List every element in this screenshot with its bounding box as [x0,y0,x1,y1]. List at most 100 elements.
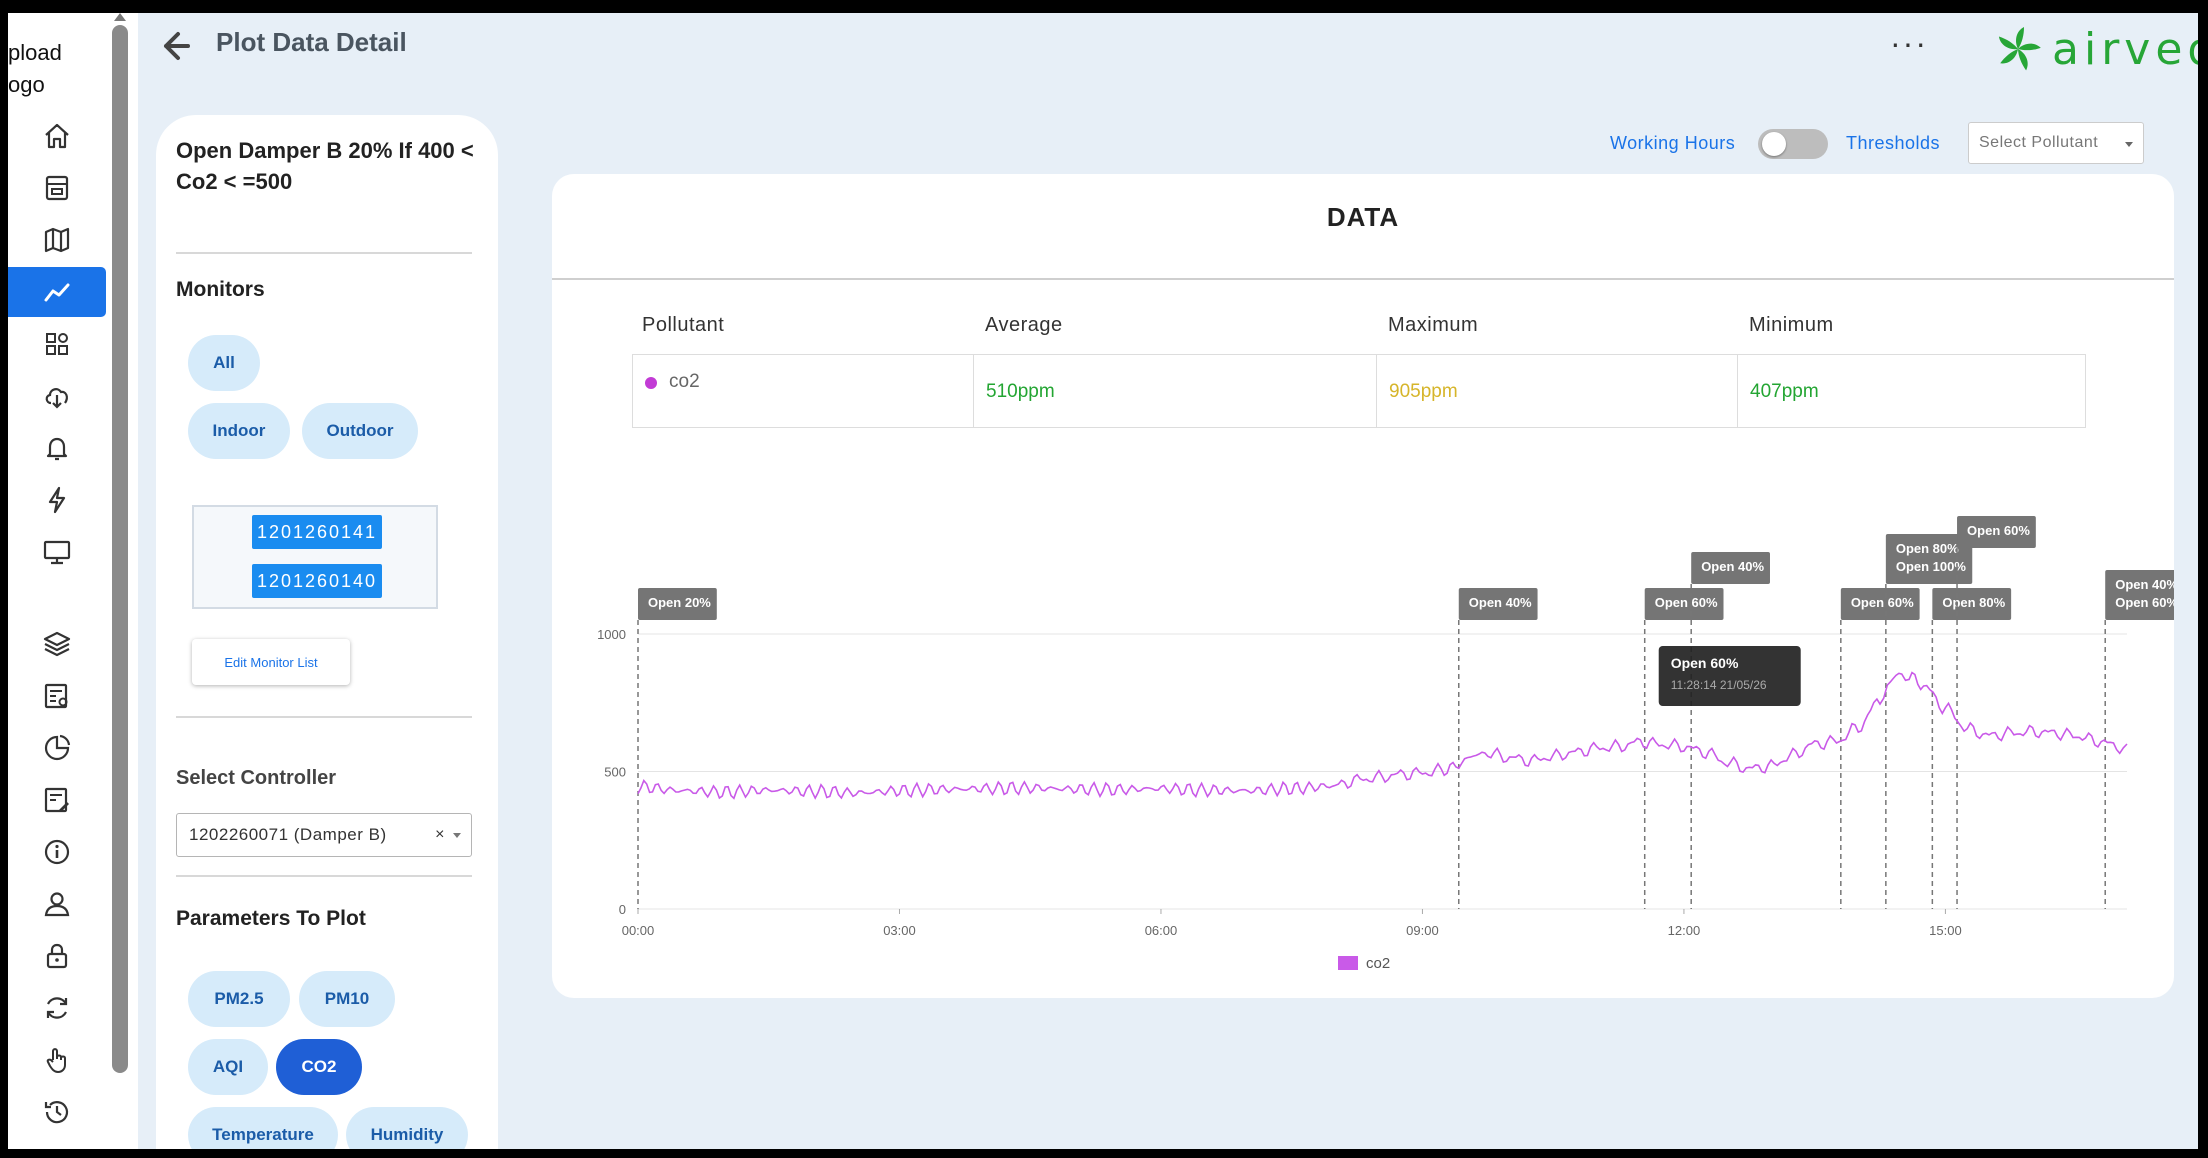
map-icon [44,227,70,253]
airveda-logo: airveda [1992,23,2198,75]
divider [176,716,472,718]
param-co2-label: CO2 [301,1057,337,1076]
x-tick-label: 09:00 [1406,923,1439,938]
chevron-down-icon[interactable] [453,833,461,838]
data-card: DATA Pollutant Average Maximum Minimum c… [552,174,2174,998]
sidebar-item-pie-chart[interactable] [8,723,106,773]
monitor-chip[interactable]: 1201260141 [252,515,382,549]
sidebar-item-layers[interactable] [8,619,106,669]
monitor-chip[interactable]: 1201260140 [252,564,382,598]
edit-monitor-list-button[interactable]: Edit Monitor List [192,639,350,685]
select-pollutant-dropdown[interactable]: Select Pollutant [1968,122,2144,164]
filter-indoor-label: Indoor [212,421,266,440]
upload-logo-line-2: ogo [8,72,45,97]
divider [176,875,472,877]
marker-label: Open 40% [1469,595,1532,610]
marker-box [1932,588,2012,620]
sidebar-item-bell[interactable] [8,423,106,473]
thresholds-link[interactable]: Thresholds [1846,133,1941,153]
upload-logo-line-1: pload [8,40,62,65]
filter-indoor-button[interactable]: Indoor [188,403,290,459]
filter-outdoor-button[interactable]: Outdoor [302,403,418,459]
sidebar-item-info[interactable] [8,827,106,877]
controller-value: 1202260071 (Damper B) [189,825,387,844]
sidebar-item-cloud-download[interactable] [8,371,106,421]
sidebar-item-devices[interactable] [8,319,106,369]
tooltip-subtitle: 11:28:14 21/05/26 [1671,678,1767,692]
sidebar-item-user[interactable] [8,879,106,929]
cell-maximum: 905ppm [1377,355,1738,427]
co2-line-chart[interactable]: 0 500 1000 00:00 03:00 06:00 09:00 12:00 15:00 Op… [552,174,2174,998]
col-header-average: Average [985,314,1063,336]
col-header-pollutant: Pollutant [642,314,725,336]
more-options-icon[interactable]: ··· [1890,25,1928,61]
touch-icon [46,1048,66,1073]
marker-label: Open 60% [1851,595,1914,610]
working-hours-toggle[interactable] [1758,129,1828,159]
sidebar-item-map[interactable] [8,215,106,265]
marker-label: Open 60% [1967,523,2030,538]
y-tick-label: 1000 [597,627,626,642]
x-tick-label: 03:00 [883,923,916,938]
controller-select[interactable]: 1202260071 (Damper B) × [176,813,472,857]
legend-label: co2 [1366,955,1390,972]
history-icon [44,1101,69,1124]
param-pm10-button[interactable]: PM10 [299,971,395,1027]
sidebar-item-lock[interactable] [8,931,106,981]
marker-label: Open 60% [2115,595,2174,610]
sidebar-item-report-edit[interactable] [8,775,106,825]
report-settings-icon [44,683,68,709]
select-controller-label: Select Controller [176,767,337,789]
home-icon [45,123,69,149]
sidebar-item-monitor[interactable] [8,527,106,577]
chevron-down-icon [2125,142,2133,147]
marker-label: Open 60% [1655,595,1718,610]
param-aqi-label: AQI [212,1057,244,1076]
upload-logo-text[interactable]: pload ogo [8,37,62,101]
param-humidity-button[interactable]: Humidity [346,1107,468,1149]
marker-box [638,588,717,620]
param-co2-button[interactable]: CO2 [276,1039,362,1095]
chart-tooltip [1658,646,1801,706]
y-tick-label: 0 [619,902,626,917]
pollutant-name: co2 [669,371,700,392]
sidebar-item-lightning[interactable] [8,475,106,525]
minimum-value: 407ppm [1750,381,1819,402]
pinwheel-logo-icon [1998,27,2041,71]
toggle-knob [1762,132,1786,156]
cell-minimum: 407ppm [1738,355,2085,427]
marker-box [1957,516,2036,548]
param-temperature-button[interactable]: Temperature [188,1107,338,1149]
back-arrow-icon[interactable] [158,28,194,64]
sidebar-item-history[interactable] [8,1087,106,1137]
devices-icon [46,333,68,355]
scroll-up-arrow-icon[interactable] [114,13,126,21]
param-temperature-label: Temperature [212,1125,314,1144]
clear-icon[interactable]: × [435,826,445,843]
param-aqi-button[interactable]: AQI [188,1039,268,1095]
sidebar-item-dashboard[interactable] [8,163,106,213]
monitors-label: Monitors [176,278,265,301]
sidebar-scrollbar[interactable] [112,25,128,1073]
divider [176,252,472,254]
trend-chart-icon [44,283,70,302]
param-pm25-label: PM2.5 [214,989,264,1008]
sidebar-item-sync[interactable] [8,983,106,1033]
user-icon [44,892,70,917]
marker-label: Open 100% [1896,559,1967,574]
cell-pollutant: co2 [633,355,974,427]
sidebar-item-touch[interactable] [8,1035,106,1085]
sidebar-item-home[interactable] [8,111,106,161]
controller-panel: Open Damper B 20% If 400 < Co2 < =500 Mo… [156,115,498,1149]
sidebar-item-trend-chart[interactable] [8,267,106,317]
sidebar-item-report-settings[interactable] [8,671,106,721]
filter-all-button[interactable]: All [188,335,260,391]
monitor-icon [43,540,71,565]
y-tick-label: 500 [604,765,626,780]
marker-box [1458,588,1538,620]
cloud-download-icon [45,388,68,409]
marker-box [1644,588,1724,620]
series-dot-icon [645,377,657,389]
marker-box [1840,588,1920,620]
param-pm25-button[interactable]: PM2.5 [188,971,290,1027]
